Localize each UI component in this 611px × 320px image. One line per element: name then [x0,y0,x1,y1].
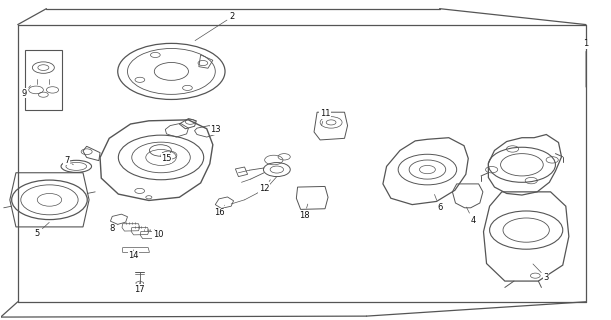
Text: 3: 3 [533,264,549,282]
Text: 18: 18 [299,204,310,220]
Text: 2: 2 [195,12,235,41]
Text: 16: 16 [214,205,225,217]
Text: 7: 7 [64,156,73,165]
Text: 10: 10 [150,230,163,239]
Text: 17: 17 [134,283,145,293]
Text: 8: 8 [109,224,118,233]
Text: 14: 14 [128,250,139,260]
Text: 12: 12 [259,180,270,193]
Text: 9: 9 [21,86,31,98]
Text: 4: 4 [466,207,476,225]
Text: 13: 13 [210,125,221,137]
Text: 6: 6 [434,195,442,212]
Text: 1: 1 [584,39,588,87]
Text: 15: 15 [161,153,172,163]
Text: 5: 5 [35,222,49,238]
Text: 11: 11 [320,109,331,125]
